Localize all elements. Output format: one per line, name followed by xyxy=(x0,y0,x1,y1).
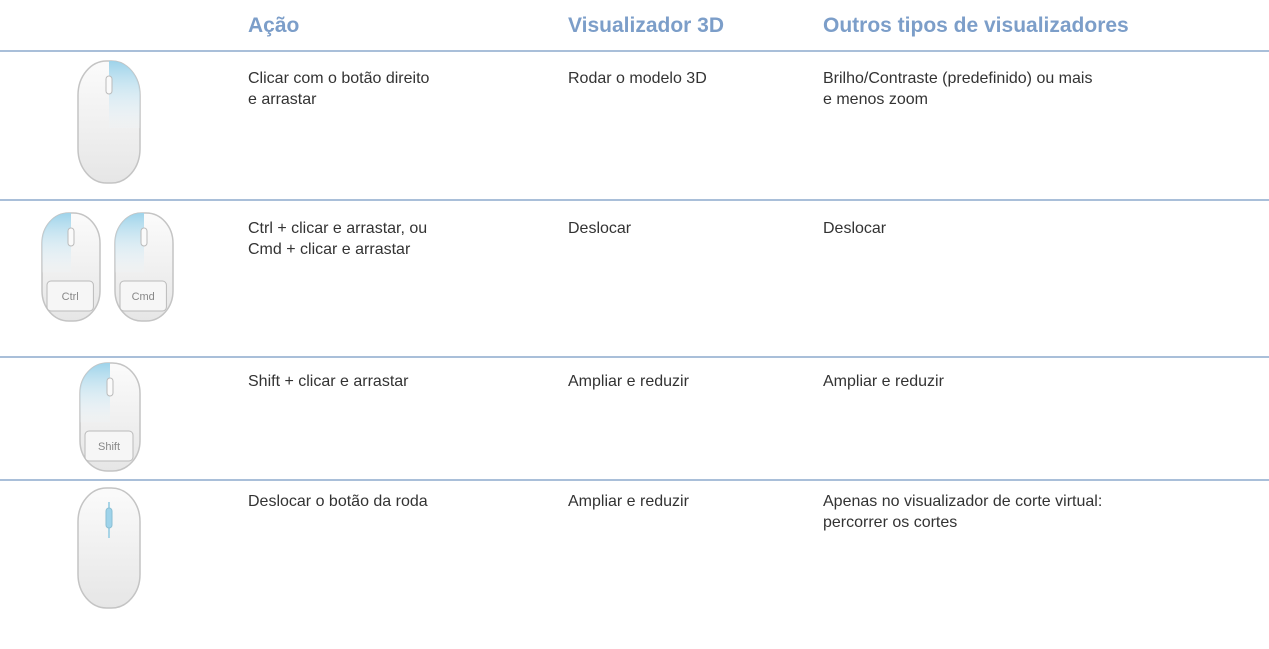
cell-line: Apenas no visualizador de corte virtual: xyxy=(823,493,1103,510)
key-label: Ctrl xyxy=(62,291,79,303)
row-rule xyxy=(0,199,1269,201)
table-cell: Deslocar o botão da roda xyxy=(248,491,428,512)
cell-line: Shift + clicar e arrastar xyxy=(248,373,409,390)
cell-line: Deslocar xyxy=(568,220,632,237)
wheel xyxy=(105,75,113,95)
cell-line: e arrastar xyxy=(248,91,317,108)
wheel xyxy=(140,227,148,247)
table-cell: Apenas no visualizador de corte virtual:… xyxy=(823,491,1102,533)
table-cell: Ampliar e reduzir xyxy=(823,371,944,392)
button-highlight xyxy=(80,363,110,423)
cell-line: Cmd + clicar e arrastar xyxy=(248,241,411,258)
table-cell: Deslocar xyxy=(568,218,631,239)
button-highlight xyxy=(115,213,144,273)
cell-line: Rodar o modelo 3D xyxy=(568,70,707,87)
key xyxy=(84,430,134,462)
column-header: Ação xyxy=(248,14,300,37)
header-rule xyxy=(0,50,1269,52)
row-rule xyxy=(0,356,1269,358)
table-cell: Ctrl + clicar e arrastar, ou Cmd + clicar… xyxy=(248,218,427,260)
wheel xyxy=(67,227,75,247)
table-cell: Rodar o modelo 3D xyxy=(568,68,707,89)
mouse-body xyxy=(77,487,141,609)
cell-line: Ampliar e reduzir xyxy=(568,373,689,390)
cell-line: Clicar com o botão direito xyxy=(248,70,430,87)
key-label: Cmd xyxy=(132,291,155,303)
key-label: Shift xyxy=(98,441,120,453)
wheel xyxy=(106,377,114,397)
wheel xyxy=(105,507,113,529)
table-cell: Brilho/Contraste (predefinido) ou mais e … xyxy=(823,68,1092,110)
table-cell: Shift + clicar e arrastar xyxy=(248,371,409,392)
cell-line: Brilho/Contraste (predefinido) ou mais xyxy=(823,70,1093,87)
column-header: Visualizador 3D xyxy=(568,14,725,37)
cell-line: Ctrl + clicar e arrastar, ou xyxy=(248,220,428,237)
cell-line: percorrer os cortes xyxy=(823,514,958,531)
button-highlight xyxy=(42,213,71,273)
cell-line: Deslocar o botão da roda xyxy=(248,493,428,510)
table-cell: Clicar com o botão direito e arrastar xyxy=(248,68,429,110)
cell-line: Ampliar e reduzir xyxy=(823,373,944,390)
row-rule xyxy=(0,479,1269,481)
cell-line: Deslocar xyxy=(823,220,887,237)
table-cell: Deslocar xyxy=(823,218,886,239)
mouse-icons: Ctrl Cmd Shift xyxy=(41,60,174,609)
key xyxy=(46,280,94,312)
column-header: Outros tipos de visualizadores xyxy=(823,14,1129,37)
key xyxy=(119,280,167,312)
table-cell: Ampliar e reduzir xyxy=(568,491,689,512)
cell-line: e menos zoom xyxy=(823,91,928,108)
button-highlight xyxy=(109,61,140,129)
table-cell: Ampliar e reduzir xyxy=(568,371,689,392)
cell-line: Ampliar e reduzir xyxy=(568,493,689,510)
